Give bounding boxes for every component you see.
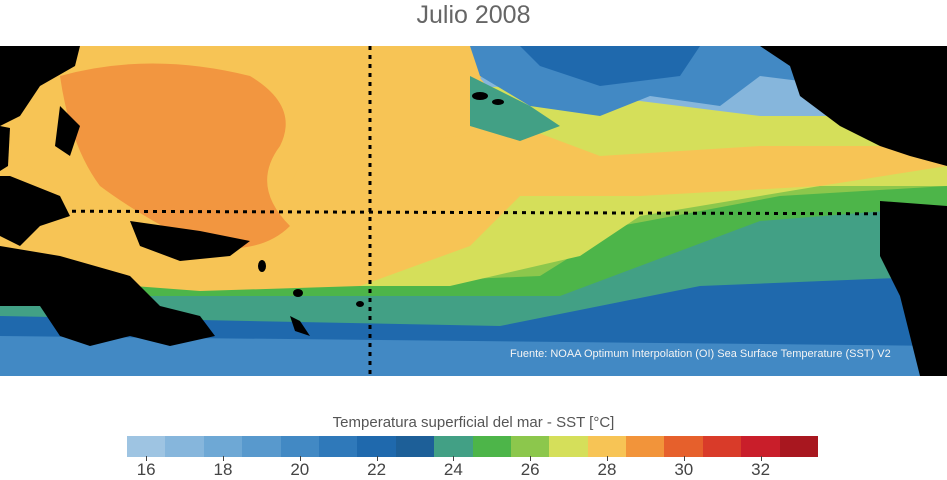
land-hawaii [472, 92, 488, 100]
colorbar-cell-9 [472, 436, 511, 457]
colorbar-tick-mark [760, 456, 762, 461]
colorbar-cell-7 [395, 436, 435, 457]
colorbar-cell-3 [242, 436, 281, 457]
colorbar-cell-8 [434, 436, 473, 457]
land-asia [0, 46, 80, 126]
colorbar-tick-mark [453, 456, 455, 461]
source-caption: Fuente: NOAA Optimum Interpolation (OI) … [510, 348, 891, 360]
land-tonga [356, 301, 364, 307]
colorbar-tick-mark [683, 456, 685, 461]
north-pacific-dark-blue [520, 46, 700, 86]
warm-pool [60, 63, 290, 249]
hawaii-teal [470, 76, 560, 141]
colorbar-tick-mark [530, 456, 532, 461]
colorbar-tick-mark [299, 456, 301, 461]
colorbar [127, 436, 819, 457]
colorbar-cell-1 [165, 436, 204, 457]
colorbar-tick-label: 28 [597, 460, 617, 479]
colorbar-tick-mark [223, 456, 224, 461]
colorbar-tick-label: 18 [213, 460, 233, 479]
colorbar-cell-10 [510, 436, 550, 457]
colorbar-ticks: 16 18 20 22 24 26 28 30 32 [0, 456, 947, 480]
colorbar-tick-label: 20 [290, 460, 310, 479]
land-new-guinea [130, 221, 250, 261]
colorbar-tick-label: 24 [443, 460, 463, 479]
land-philippines [55, 106, 80, 156]
colorbar-tick-label: 30 [674, 460, 694, 479]
land-sumatra [0, 126, 10, 171]
colorbar-tick-mark [146, 456, 148, 461]
colorbar-cell-12 [587, 436, 627, 457]
colorbar-tick-label: 22 [367, 460, 387, 479]
land-australia [0, 246, 215, 346]
colorbar-tick-label: 32 [751, 460, 771, 479]
colorbar-cell-2 [203, 436, 243, 457]
colorbar-tick-label: 26 [520, 460, 540, 479]
land-new-zealand [290, 316, 310, 336]
land-north-america [710, 46, 947, 166]
land-south-america [880, 201, 947, 376]
land-hawaii-big-island [492, 99, 504, 105]
colorbar-cell-11 [549, 436, 588, 457]
colorbar-cell-5 [318, 436, 358, 457]
map-title: Julio 2008 [416, 1, 531, 29]
colorbar-tick-mark [376, 456, 378, 461]
land-vanuatu [258, 260, 266, 272]
land-fiji [293, 289, 303, 297]
colorbar-tick-mark [607, 456, 608, 461]
colorbar-cell-0 [127, 436, 166, 457]
land-indonesia [0, 176, 70, 246]
colorbar-cell-14 [664, 436, 703, 457]
colorbar-tick-label: 16 [136, 460, 156, 479]
colorbar-cell-6 [357, 436, 396, 457]
colorbar-title: Temperatura superficial del mar - SST [°… [332, 414, 615, 431]
sst-map [0, 46, 947, 376]
colorbar-cell-16 [741, 436, 780, 457]
colorbar-cell-17 [779, 436, 819, 457]
colorbar-cell-4 [280, 436, 319, 457]
colorbar-cell-13 [626, 436, 665, 457]
colorbar-cell-15 [702, 436, 742, 457]
